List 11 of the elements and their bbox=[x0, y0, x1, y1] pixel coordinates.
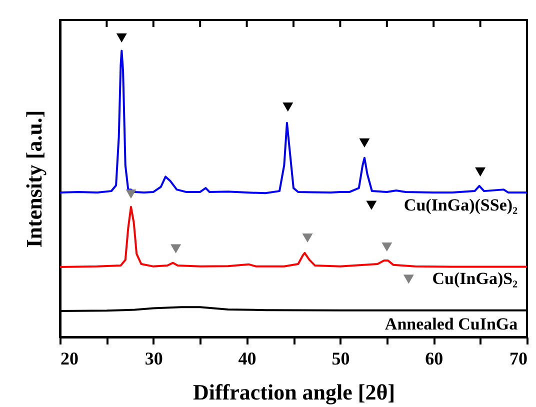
x-tick-label: 70 bbox=[510, 348, 528, 368]
series-label: Annealed CuInGa bbox=[384, 314, 518, 334]
x-tick-label: 40 bbox=[238, 348, 256, 368]
x-tick-label: 20 bbox=[60, 348, 78, 368]
x-tick-label: 50 bbox=[332, 348, 350, 368]
legend-label: Cu(InGa)(SSe)₂ bbox=[404, 195, 518, 214]
legend-label: Cu(InGa)S₂ bbox=[432, 269, 518, 288]
x-tick-label: 60 bbox=[425, 348, 444, 368]
x-tick-label: 30 bbox=[144, 348, 163, 368]
y-axis-title: Intensity [a.u.] bbox=[22, 110, 46, 248]
x-axis-title: Diffraction angle [2θ] bbox=[192, 380, 396, 404]
